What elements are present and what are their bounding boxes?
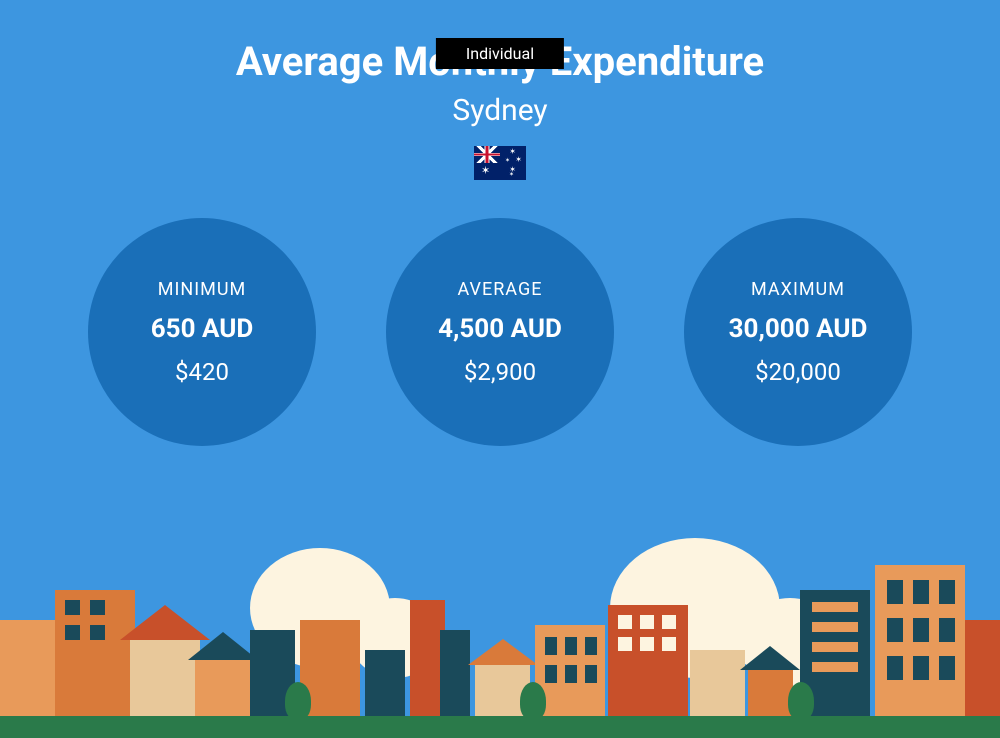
stat-maximum: MAXIMUM 30,000 AUD $20,000 — [684, 218, 912, 446]
category-badge: Individual — [436, 38, 564, 69]
stat-usd: $20,000 — [755, 358, 841, 386]
stat-label: AVERAGE — [458, 279, 543, 300]
stat-usd: $2,900 — [464, 358, 536, 386]
stats-row: MINIMUM 650 AUD $420 AVERAGE 4,500 AUD $… — [0, 218, 1000, 446]
stat-minimum: MINIMUM 650 AUD $420 — [88, 218, 316, 446]
stat-amount: 30,000 AUD — [729, 314, 868, 344]
stat-amount: 4,500 AUD — [438, 314, 562, 344]
cityscape-illustration — [0, 538, 1000, 738]
stat-label: MAXIMUM — [751, 279, 845, 300]
stat-average: AVERAGE 4,500 AUD $2,900 — [386, 218, 614, 446]
city-subtitle: Sydney — [0, 93, 1000, 128]
stat-amount: 650 AUD — [151, 314, 254, 344]
stat-usd: $420 — [175, 358, 229, 386]
australia-flag-icon: ✶ ✶ ✶ ✶ ✶ ✶ — [474, 146, 526, 180]
stat-label: MINIMUM — [158, 279, 246, 300]
